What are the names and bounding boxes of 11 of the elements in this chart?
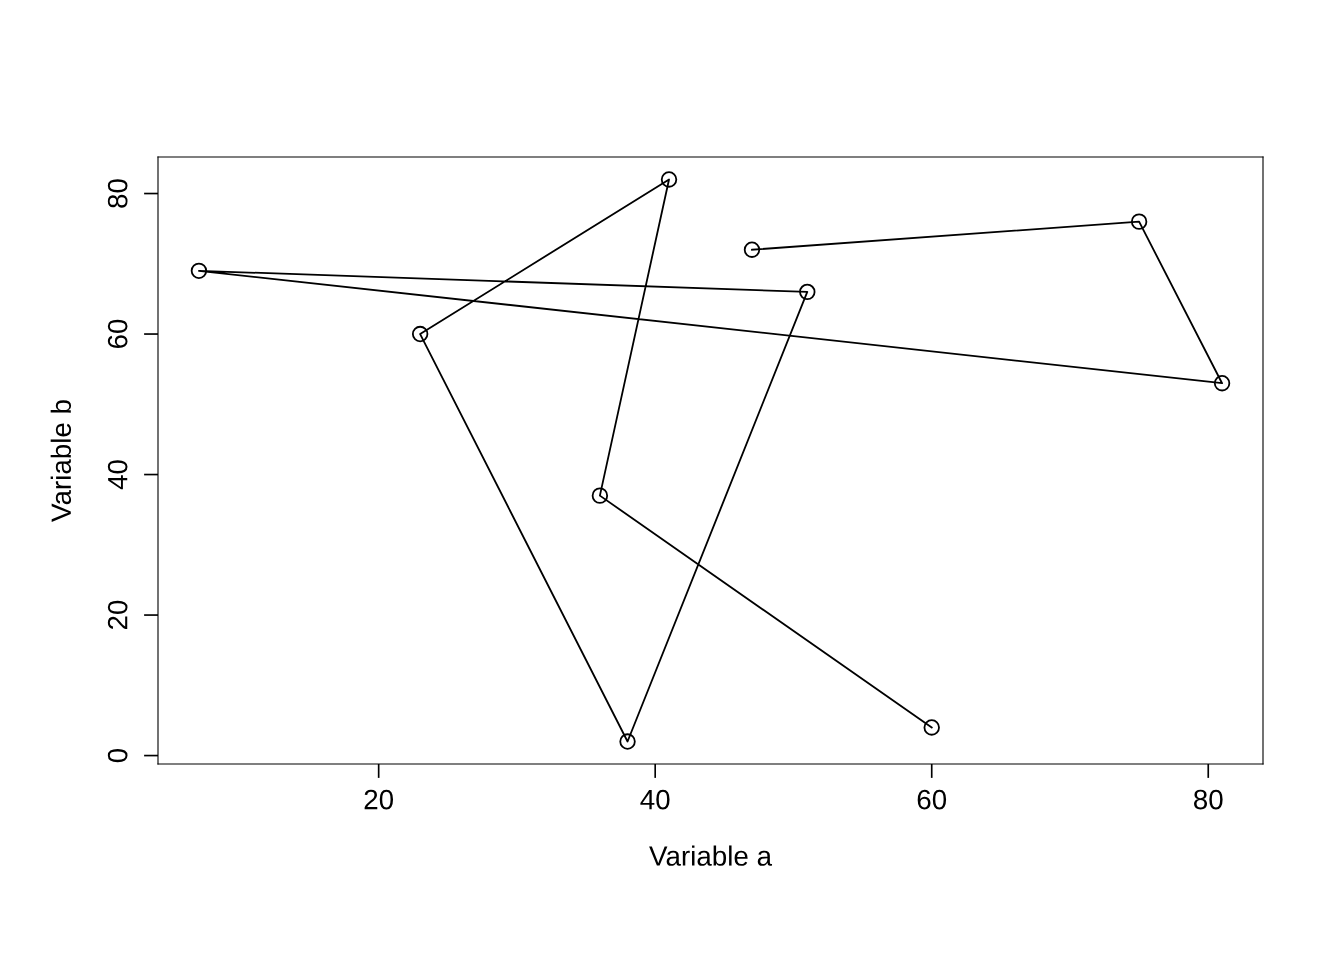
x-axis-title: Variable a xyxy=(649,845,773,866)
y-axis-title: Variable b xyxy=(50,400,72,522)
x-tick-label: 20 xyxy=(364,789,394,810)
y-tick-label: 20 xyxy=(107,600,128,630)
x-tick-label: 40 xyxy=(640,789,670,810)
y-tick-label: 40 xyxy=(107,460,128,490)
x-tick-label: 80 xyxy=(1194,789,1223,810)
y-tick-label: 60 xyxy=(107,319,128,349)
x-tick-label: 60 xyxy=(917,789,947,810)
y-tick-label: 80 xyxy=(107,179,128,208)
y-tick-label: 0 xyxy=(107,748,128,763)
